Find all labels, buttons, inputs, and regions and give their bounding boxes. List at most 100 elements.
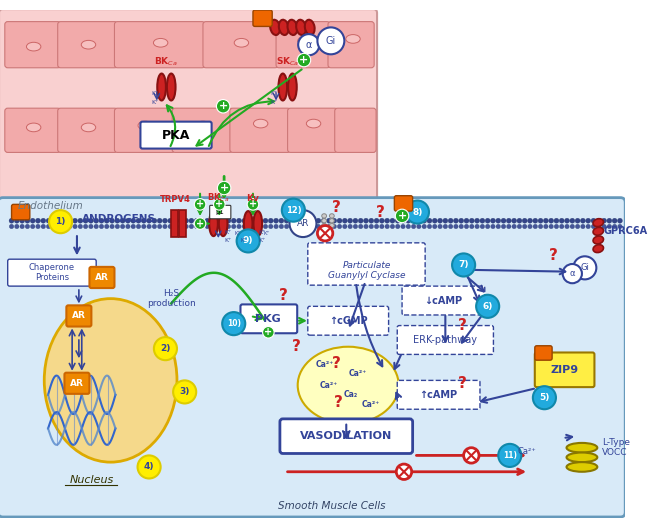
Circle shape bbox=[173, 380, 196, 403]
Circle shape bbox=[586, 218, 591, 223]
Text: AR: AR bbox=[72, 312, 86, 320]
Circle shape bbox=[189, 224, 194, 229]
Circle shape bbox=[385, 218, 389, 223]
FancyBboxPatch shape bbox=[58, 108, 118, 153]
Circle shape bbox=[62, 224, 67, 229]
Circle shape bbox=[464, 224, 469, 229]
Circle shape bbox=[184, 224, 188, 229]
Text: K⁺: K⁺ bbox=[151, 100, 159, 105]
Circle shape bbox=[217, 181, 231, 195]
Circle shape bbox=[125, 224, 130, 229]
Circle shape bbox=[263, 224, 268, 229]
Circle shape bbox=[475, 224, 479, 229]
Circle shape bbox=[369, 224, 374, 229]
Circle shape bbox=[326, 218, 332, 223]
Circle shape bbox=[9, 218, 14, 223]
Circle shape bbox=[586, 224, 590, 229]
Circle shape bbox=[258, 224, 263, 229]
Circle shape bbox=[443, 218, 448, 223]
Circle shape bbox=[422, 218, 426, 223]
Circle shape bbox=[432, 218, 437, 223]
Circle shape bbox=[289, 210, 317, 237]
Text: ZIP9: ZIP9 bbox=[551, 365, 578, 375]
Circle shape bbox=[469, 224, 474, 229]
Circle shape bbox=[596, 218, 601, 223]
Circle shape bbox=[390, 224, 395, 229]
FancyBboxPatch shape bbox=[64, 373, 90, 394]
Circle shape bbox=[154, 337, 177, 360]
Ellipse shape bbox=[593, 219, 603, 227]
Text: +: + bbox=[249, 200, 257, 210]
Circle shape bbox=[183, 218, 188, 223]
Text: K⁺: K⁺ bbox=[224, 238, 231, 243]
FancyBboxPatch shape bbox=[308, 243, 425, 285]
Text: Ca²⁺: Ca²⁺ bbox=[518, 447, 536, 456]
Text: +: + bbox=[265, 327, 272, 337]
Circle shape bbox=[491, 218, 495, 223]
Circle shape bbox=[359, 224, 363, 229]
Circle shape bbox=[210, 218, 215, 223]
Circle shape bbox=[194, 199, 206, 210]
Circle shape bbox=[601, 218, 606, 223]
Circle shape bbox=[353, 218, 358, 223]
Circle shape bbox=[94, 224, 98, 229]
Ellipse shape bbox=[322, 223, 326, 228]
Circle shape bbox=[88, 218, 94, 223]
Circle shape bbox=[104, 218, 109, 223]
Circle shape bbox=[222, 312, 245, 335]
Ellipse shape bbox=[27, 123, 41, 132]
Circle shape bbox=[252, 218, 257, 223]
Circle shape bbox=[463, 448, 479, 463]
Text: K⁺: K⁺ bbox=[259, 230, 266, 235]
Ellipse shape bbox=[593, 244, 603, 252]
Text: K⁺: K⁺ bbox=[235, 231, 241, 236]
Ellipse shape bbox=[254, 119, 268, 128]
Circle shape bbox=[194, 224, 199, 229]
Text: AR: AR bbox=[95, 273, 109, 282]
Circle shape bbox=[247, 218, 252, 223]
Text: 7): 7) bbox=[458, 260, 469, 269]
Circle shape bbox=[607, 218, 612, 223]
Ellipse shape bbox=[593, 228, 603, 235]
Text: Ca²⁺: Ca²⁺ bbox=[348, 369, 367, 378]
Circle shape bbox=[380, 224, 384, 229]
Circle shape bbox=[311, 218, 316, 223]
Circle shape bbox=[274, 218, 279, 223]
Circle shape bbox=[411, 218, 416, 223]
Circle shape bbox=[522, 218, 527, 223]
Text: K⁺: K⁺ bbox=[224, 230, 231, 235]
Text: ?: ? bbox=[280, 288, 288, 303]
Circle shape bbox=[57, 218, 62, 223]
Circle shape bbox=[220, 218, 226, 223]
Circle shape bbox=[374, 218, 379, 223]
FancyBboxPatch shape bbox=[8, 259, 96, 286]
Ellipse shape bbox=[81, 40, 96, 49]
Circle shape bbox=[178, 218, 183, 223]
FancyBboxPatch shape bbox=[335, 108, 376, 153]
Circle shape bbox=[237, 218, 242, 223]
Circle shape bbox=[523, 224, 527, 229]
Ellipse shape bbox=[296, 20, 306, 35]
Circle shape bbox=[300, 224, 305, 229]
Circle shape bbox=[454, 224, 458, 229]
Circle shape bbox=[194, 218, 206, 229]
Text: Gi: Gi bbox=[326, 36, 336, 46]
Text: ?: ? bbox=[332, 355, 341, 371]
Circle shape bbox=[316, 224, 320, 229]
Circle shape bbox=[512, 224, 516, 229]
Circle shape bbox=[282, 199, 305, 222]
Circle shape bbox=[200, 218, 205, 223]
Text: α: α bbox=[306, 40, 312, 50]
Circle shape bbox=[332, 224, 337, 229]
Circle shape bbox=[517, 218, 522, 223]
Circle shape bbox=[83, 224, 88, 229]
Circle shape bbox=[41, 224, 46, 229]
Circle shape bbox=[231, 218, 236, 223]
Text: 1): 1) bbox=[55, 217, 66, 226]
Circle shape bbox=[263, 326, 274, 338]
Circle shape bbox=[549, 218, 554, 223]
Text: α: α bbox=[569, 269, 575, 278]
Text: Endothelium: Endothelium bbox=[18, 201, 83, 211]
Circle shape bbox=[162, 218, 168, 223]
Ellipse shape bbox=[270, 20, 280, 35]
